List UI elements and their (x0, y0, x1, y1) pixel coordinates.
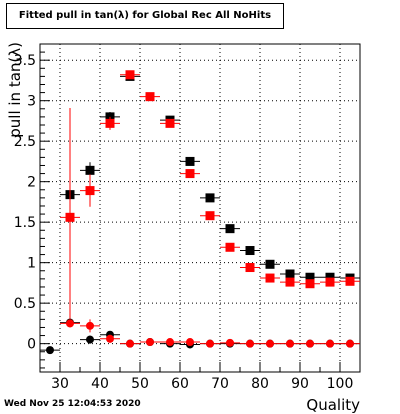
circle-marker (166, 338, 174, 347)
timestamp: Wed Nov 25 12:04:53 2020 (4, 399, 141, 409)
circle-marker (246, 339, 254, 348)
circle-marker (126, 339, 134, 348)
circle-marker (66, 319, 74, 328)
square-marker (285, 277, 295, 287)
square-marker (85, 165, 95, 175)
y-tick-label: 0.5 (14, 296, 36, 312)
x-tick-label: 60 (171, 376, 189, 392)
circle-marker (226, 338, 234, 347)
circle-marker (286, 339, 294, 348)
y-tick-label: 3 (27, 94, 36, 110)
data-points (40, 70, 360, 355)
circle-marker (106, 334, 114, 343)
x-axis-title: Quality (306, 396, 360, 414)
square-marker (105, 118, 115, 128)
circle-marker (206, 339, 214, 348)
square-marker (85, 186, 95, 196)
axis-ticks (39, 43, 361, 372)
grid (40, 44, 360, 372)
chart-title: Fitted pull in tan(λ) for Global Rec All… (18, 10, 272, 21)
square-marker (305, 279, 315, 289)
circle-marker (306, 339, 314, 348)
circle-marker (86, 335, 94, 344)
y-tick-label: 1.5 (14, 215, 36, 231)
x-tick-label: 50 (131, 376, 149, 392)
y-tick-label: 3.5 (14, 53, 36, 69)
square-marker (305, 272, 315, 282)
square-marker (125, 70, 135, 80)
square-marker (225, 224, 235, 234)
x-tick-label: 40 (91, 376, 109, 392)
circle-marker (326, 339, 334, 348)
circle-marker (186, 338, 194, 347)
square-marker (265, 273, 275, 283)
square-marker (285, 269, 295, 279)
y-tick-label: 2.5 (14, 134, 36, 150)
circle-marker (46, 346, 54, 355)
square-marker (165, 118, 175, 128)
square-marker (345, 276, 355, 286)
x-tick-label: 70 (211, 376, 229, 392)
circle-marker (86, 321, 94, 330)
chart-title-box: Fitted pull in tan(λ) for Global Rec All… (6, 3, 284, 29)
y-axis-title: pull in tan(λ) (6, 42, 24, 138)
y-tick-label: 1 (27, 256, 36, 272)
square-marker (325, 277, 335, 287)
square-marker (265, 259, 275, 269)
square-marker (145, 92, 155, 102)
square-marker (65, 212, 75, 222)
square-marker (325, 272, 335, 282)
square-marker (205, 211, 215, 221)
square-marker (185, 169, 195, 179)
x-tick-label: 100 (327, 376, 354, 392)
tick-labels: 30 40 50 60 70 80 90 100 0 0.5 1 1.5 2 2.5 3 3.5 (14, 53, 354, 392)
square-marker (225, 242, 235, 252)
y-tick-label: 2 (27, 175, 36, 191)
circle-marker (346, 339, 354, 348)
square-marker (245, 263, 255, 273)
square-marker (185, 156, 195, 166)
circle-marker (146, 338, 154, 347)
circle-marker (266, 339, 274, 348)
x-tick-label: 30 (51, 376, 69, 392)
x-tick-label: 80 (251, 376, 269, 392)
square-marker (245, 246, 255, 256)
square-marker (205, 193, 215, 203)
y-tick-label: 0 (27, 337, 36, 353)
x-tick-label: 90 (291, 376, 309, 392)
